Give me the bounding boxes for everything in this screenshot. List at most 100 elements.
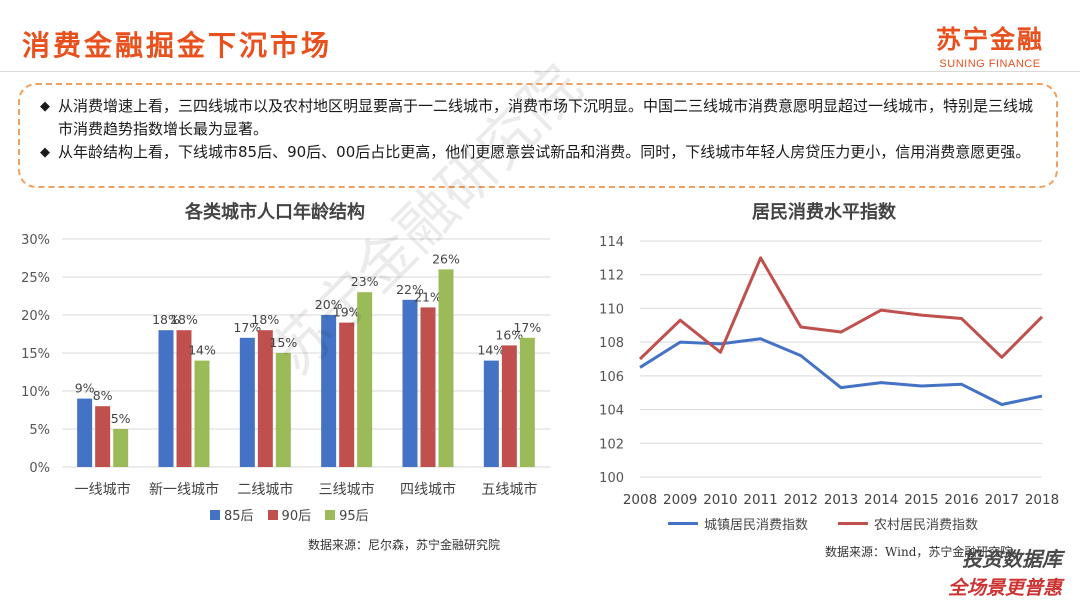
- x-tick-label: 2015: [904, 492, 938, 508]
- legend-item: 85后: [210, 505, 254, 524]
- x-tick-label: 2011: [743, 492, 777, 508]
- brand-logo: 苏宁金融 SUNING FINANCE: [936, 20, 1044, 70]
- x-tick-label: 新一线城市: [149, 481, 219, 498]
- x-tick-label: 2010: [703, 492, 737, 508]
- legend-item: 95后: [325, 505, 369, 524]
- x-tick-label: 一线城市: [75, 481, 131, 498]
- diamond-bullet-icon: ◆: [40, 99, 50, 114]
- bar-chart-source: 数据来源：尼尔森，苏宁金融研究院: [308, 538, 501, 552]
- y-tick-label: 106: [599, 370, 624, 385]
- notes-box: ◆ 从消费增速上看，三四线城市以及农村地区明显要高于一二线城市，消费市场下沉明显…: [18, 83, 1058, 188]
- data-label: 17%: [233, 320, 261, 335]
- y-tick-label: 25%: [21, 271, 50, 286]
- x-tick-label: 2008: [623, 492, 657, 508]
- y-tick-label: 20%: [21, 309, 50, 324]
- data-label: 14%: [188, 343, 216, 358]
- y-tick-label: 114: [599, 235, 624, 250]
- bar: [77, 398, 93, 467]
- bar: [501, 345, 517, 467]
- page-title: 消费金融掘金下沉市场: [22, 29, 333, 62]
- x-tick-label: 五线城市: [481, 481, 537, 498]
- data-label: 18%: [251, 312, 279, 327]
- data-label: 16%: [495, 327, 523, 342]
- brand-name-cn: 苏宁金融: [935, 25, 1044, 54]
- header-divider: [0, 71, 1080, 72]
- data-label: 5%: [111, 411, 131, 426]
- line-chart-title: 居民消费水平指数: [752, 202, 896, 223]
- bar: [483, 360, 499, 467]
- bar: [176, 330, 192, 467]
- bar: [357, 292, 373, 467]
- x-tick-label: 2013: [824, 492, 858, 508]
- y-tick-label: 5%: [29, 423, 50, 438]
- bar: [275, 353, 291, 467]
- bar: [321, 315, 337, 467]
- y-tick-label: 100: [599, 471, 624, 486]
- x-tick-label: 2009: [663, 492, 697, 508]
- y-tick-label: 30%: [21, 233, 50, 248]
- legend-line-urban: [668, 522, 698, 525]
- x-tick-label: 2012: [784, 492, 818, 508]
- legend-label: 95后: [339, 509, 369, 524]
- legend-item: 90后: [267, 505, 312, 524]
- x-tick-label: 二线城市: [237, 481, 293, 498]
- legend-label: 85后: [224, 509, 254, 524]
- data-label: 19%: [333, 305, 361, 320]
- bar: [519, 337, 535, 467]
- y-tick-label: 15%: [21, 347, 50, 362]
- y-tick-label: 112: [599, 269, 624, 284]
- y-tick-label: 102: [599, 437, 624, 452]
- data-label: 8%: [93, 388, 113, 403]
- bar: [402, 299, 418, 467]
- bar: [438, 269, 454, 467]
- note-item: ◆ 从消费增速上看，三四线城市以及农村地区明显要高于一二线城市，消费市场下沉明显…: [40, 95, 1042, 141]
- data-label: 17%: [513, 320, 541, 335]
- note-item: ◆ 从年龄结构上看，下线城市85后、90后、00后占比更高，他们更愿意尝试新品和…: [40, 141, 1042, 164]
- x-tick-label: 三线城市: [319, 481, 375, 498]
- diamond-bullet-icon: ◆: [40, 145, 50, 160]
- legend-label: 城镇居民消费指数: [704, 518, 809, 533]
- bar: [239, 337, 255, 467]
- legend-item: 农村居民消费指数: [838, 514, 978, 533]
- legend-swatch-90: [267, 509, 278, 520]
- y-tick-label: 104: [599, 404, 624, 419]
- bar: [420, 307, 436, 467]
- brand-name-en: SUNING FINANCE: [939, 58, 1041, 70]
- x-tick-label: 2014: [864, 492, 898, 508]
- y-tick-label: 110: [599, 302, 624, 317]
- x-tick-label: 2017: [985, 492, 1019, 508]
- series-line: [638, 256, 1044, 361]
- footer-mark-1: 投资数据库: [962, 547, 1062, 571]
- y-tick-label: 108: [599, 336, 624, 351]
- footer-mark-2: 全场景更普惠: [947, 577, 1062, 599]
- note-text: 从消费增速上看，三四线城市以及农村地区明显要高于一二线城市，消费市场下沉明显。中…: [58, 97, 1034, 138]
- legend-label: 90后: [281, 509, 312, 524]
- y-tick-label: 10%: [21, 385, 50, 400]
- legend-item: 城镇居民消费指数: [668, 514, 808, 533]
- data-label: 23%: [351, 274, 379, 289]
- data-label: 14%: [477, 343, 505, 358]
- legend-label: 农村居民消费指数: [874, 518, 979, 533]
- data-label: 21%: [414, 289, 442, 304]
- data-label: 26%: [432, 251, 460, 266]
- series-line: [639, 337, 1043, 407]
- age-structure-bar-chart: 0%5%10%15%20%25%30%9%8%5%一线城市18%18%14%新一…: [21, 233, 550, 498]
- x-tick-label: 四线城市: [400, 481, 456, 498]
- bar-chart-legend: 85后 90后 95后: [210, 505, 383, 524]
- data-label: 20%: [315, 297, 343, 312]
- bar: [194, 360, 210, 467]
- line-chart-legend: 城镇居民消费指数 农村居民消费指数: [668, 514, 992, 533]
- data-label: 18%: [152, 312, 180, 327]
- legend-swatch-95: [325, 509, 336, 520]
- legend-line-rural: [838, 522, 869, 525]
- data-label: 22%: [396, 282, 424, 297]
- data-label: 15%: [269, 335, 297, 350]
- bar: [339, 322, 355, 467]
- data-label: 18%: [170, 312, 198, 327]
- x-tick-label: 2018: [1025, 492, 1059, 508]
- consumption-index-line-chart: 100 102 104 106 108 110 112 114 2008 2009 2010 2011…: [599, 235, 1059, 508]
- y-tick-label: 0%: [29, 461, 50, 476]
- line-chart-source: 数据来源：Wind，苏宁金融研究院: [825, 545, 1013, 559]
- note-text: 从年龄结构上看，下线城市85后、90后、00后占比更高，他们更愿意尝试新品和消费…: [58, 143, 1031, 161]
- bar: [158, 330, 174, 467]
